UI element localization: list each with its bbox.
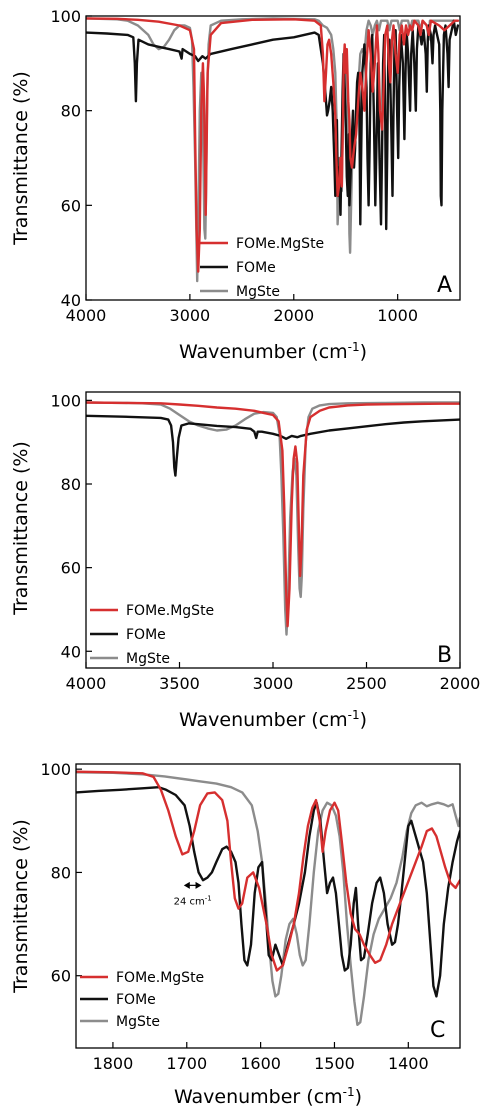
x-tick-label: 1000 <box>377 306 418 325</box>
legend-label: MgSte <box>116 1014 160 1030</box>
x-tick-label: 2000 <box>273 306 314 325</box>
series-line-mgste <box>76 771 460 1026</box>
series-line-fome-mgste <box>76 770 460 972</box>
y-tick-label: 100 <box>50 7 81 26</box>
arrow-right-icon <box>195 881 202 889</box>
y-tick-label: 100 <box>40 760 71 779</box>
plot-frame <box>85 15 461 301</box>
chart-panel-b: 4000 3500 3000 2500 2000 40 60 80 100 Transmittan… <box>10 391 480 731</box>
y-tick-label: 100 <box>50 391 81 410</box>
series-line-mgste <box>86 401 460 636</box>
y-tick-label: 60 <box>61 196 81 215</box>
x-tick-label: 4000 <box>66 674 107 693</box>
legend-label: FOMe <box>236 260 276 276</box>
y-tick-label: 40 <box>61 642 81 661</box>
series-line-fome-mgste <box>86 17 460 273</box>
y-axis-title: Transmittance (%) <box>10 71 32 246</box>
panel-letter: C <box>430 1018 445 1043</box>
x-tick-label: 1500 <box>314 1054 355 1073</box>
y-tick-label: 60 <box>51 967 71 986</box>
y-axis-title: Transmittance (%) <box>10 441 32 616</box>
plot-frame <box>75 763 461 1049</box>
y-tick-label: 40 <box>61 291 81 310</box>
legend: FOMe.MgSte FOMe MgSte <box>200 236 324 300</box>
x-tick-label: 3000 <box>253 674 294 693</box>
x-tick-label: 1600 <box>240 1054 281 1073</box>
y-tick-label: 80 <box>61 475 81 494</box>
x-axis-title: Wavenumber (cm-1) <box>174 1085 362 1108</box>
series-line-fome <box>86 414 460 477</box>
y-tick-label: 80 <box>61 102 81 121</box>
chart-panel-a: 4000 3000 2000 1000 40 60 80 100 Transmittance (… <box>10 7 461 363</box>
legend-label: FOMe <box>116 992 156 1008</box>
series-line-fome <box>76 786 460 998</box>
legend-label: MgSte <box>126 651 170 667</box>
x-tick-label: 2000 <box>440 674 481 693</box>
x-tick-label: 1700 <box>166 1054 207 1073</box>
legend-label: FOMe <box>126 627 166 643</box>
legend-label: FOMe.MgSte <box>236 236 324 252</box>
x-tick-label: 1400 <box>388 1054 429 1073</box>
x-axis-title: Wavenumber (cm-1) <box>179 340 367 363</box>
x-tick-label: 3000 <box>170 306 211 325</box>
shift-annotation: 24 cm-1 <box>174 881 212 907</box>
x-axis-title: Wavenumber (cm-1) <box>179 708 367 731</box>
series-line-fome <box>86 19 460 231</box>
x-tick-label: 2500 <box>346 674 387 693</box>
y-axis-title: Transmittance (%) <box>10 819 32 994</box>
x-tick-label: 3500 <box>159 674 200 693</box>
annotation-label: 24 cm-1 <box>174 894 212 907</box>
x-tick-label: 1800 <box>93 1054 134 1073</box>
arrow-left-icon <box>183 881 190 889</box>
panel-letter: B <box>437 643 452 668</box>
legend-label: MgSte <box>236 284 280 300</box>
y-tick-label: 60 <box>61 559 81 578</box>
x-tick-label: 4000 <box>66 306 107 325</box>
panel-letter: A <box>437 273 452 298</box>
legend: FOMe.MgSte FOMe MgSte <box>90 603 214 667</box>
y-tick-label: 80 <box>51 863 71 882</box>
legend-label: FOMe.MgSte <box>126 603 214 619</box>
series-line-fome-mgste <box>86 401 460 628</box>
legend-label: FOMe.MgSte <box>116 970 204 986</box>
chart-panel-c: 1800 1700 1600 1500 1400 60 80 100 Transmittance… <box>10 760 461 1108</box>
legend: FOMe.MgSte FOMe MgSte <box>80 970 204 1030</box>
